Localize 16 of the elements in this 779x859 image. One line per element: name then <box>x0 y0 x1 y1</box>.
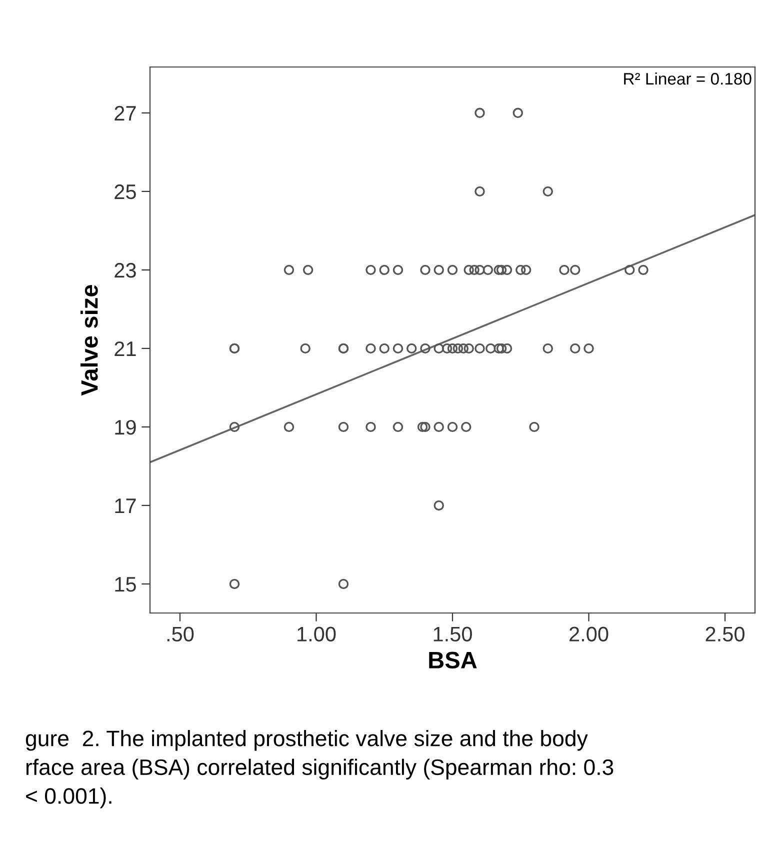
x-tick-label: .50 <box>167 626 194 642</box>
y-tick-label: 15 <box>115 577 136 592</box>
y-tick-label: 23 <box>114 262 136 278</box>
y-tick-label: 27 <box>114 106 136 120</box>
x-tick-label: 2.00 <box>570 626 608 642</box>
y-axis-title: Valve size <box>80 285 98 396</box>
y-tick-label: 25 <box>114 184 136 200</box>
x-tick-label: 1.00 <box>298 626 336 642</box>
y-tick-label: 17 <box>115 498 136 513</box>
x-axis-title: BSA <box>429 652 477 669</box>
annotation: R² Linear = 0.180 <box>624 72 752 85</box>
y-tick-label: 21 <box>114 341 136 356</box>
y-tick-label: 19 <box>115 420 136 435</box>
x-tick-label: 1.50 <box>434 626 472 642</box>
x-tick-label: 2.50 <box>706 626 744 642</box>
text: gure 2. The implanted prosthetic valve size and the body rface area (BSA) correlated significantly (Spearman rho: 0.3 < 0.001). <box>26 730 614 808</box>
